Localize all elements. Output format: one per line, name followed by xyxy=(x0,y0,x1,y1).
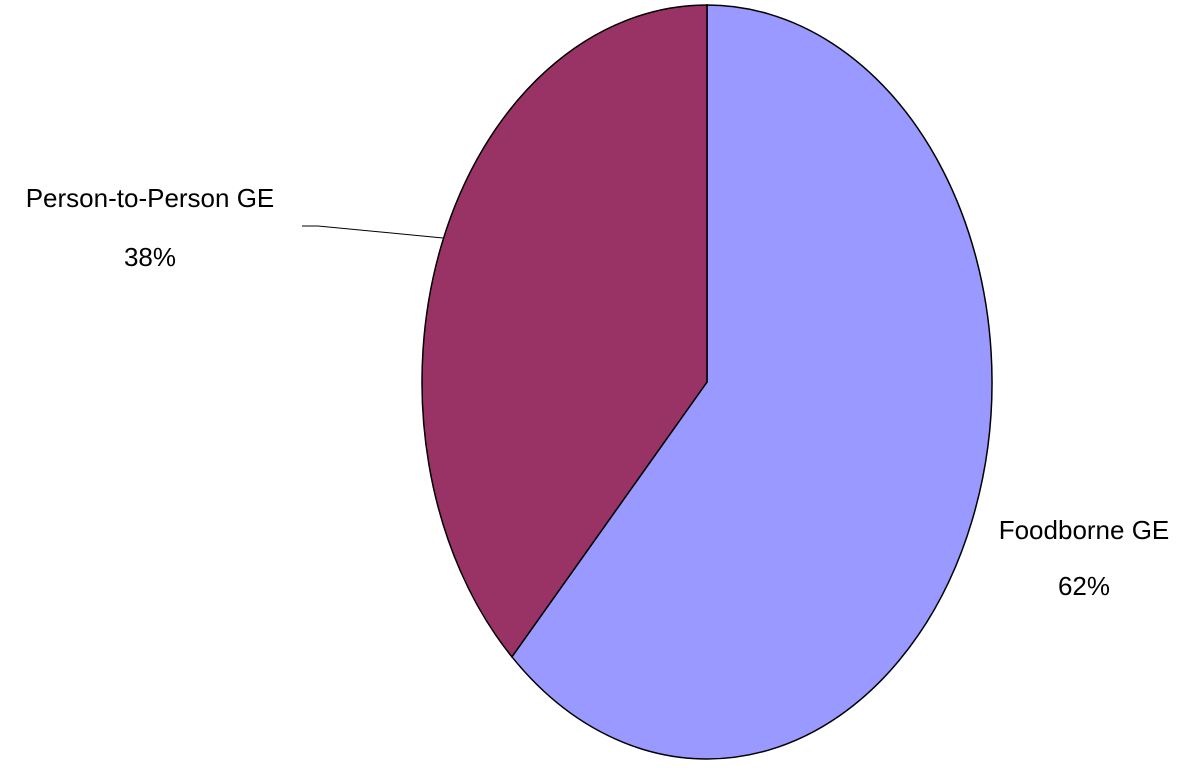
leader-line-person-to-person xyxy=(302,225,444,239)
label-foodborne-name: Foodborne GE xyxy=(999,515,1170,545)
label-foodborne-value: 62% xyxy=(1058,571,1110,601)
label-person-to-person-value: 38% xyxy=(124,242,176,272)
label-person-to-person-name: Person-to-Person GE xyxy=(26,183,275,213)
pie-slice-foodborne-ge xyxy=(510,4,993,760)
pie-slice-person-to-person-ge xyxy=(421,4,708,659)
pie-slices xyxy=(421,4,993,760)
